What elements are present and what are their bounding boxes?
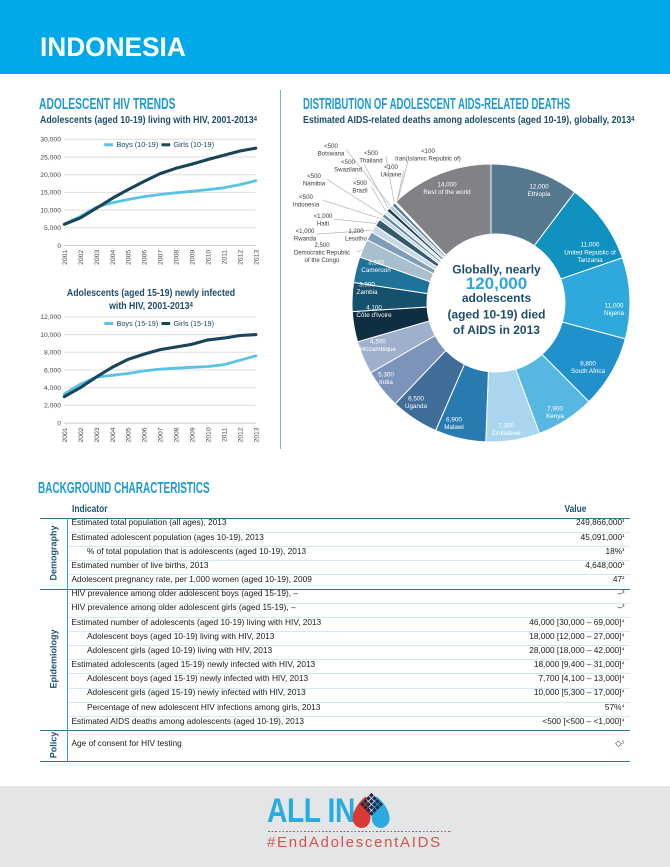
svg-text:2006: 2006 <box>142 427 149 442</box>
svg-text:2013: 2013 <box>253 250 260 265</box>
svg-text:2010: 2010 <box>206 427 213 442</box>
svg-text:5,000: 5,000 <box>44 225 61 232</box>
svg-text:2005: 2005 <box>126 250 133 265</box>
svg-text:2008: 2008 <box>174 250 181 265</box>
svg-text:8,000: 8,000 <box>44 350 61 357</box>
svg-text:2001: 2001 <box>62 250 69 265</box>
svg-text:2003: 2003 <box>94 250 101 265</box>
svg-text:Girls (10-19): Girls (10-19) <box>174 140 215 149</box>
svg-text:4,000: 4,000 <box>44 385 61 392</box>
svg-text:2004: 2004 <box>110 250 117 265</box>
svg-text:2006: 2006 <box>142 250 149 265</box>
svg-text:Boys (10-19): Boys (10-19) <box>117 140 159 149</box>
svg-text:2007: 2007 <box>158 427 165 442</box>
svg-text:2009: 2009 <box>190 427 197 442</box>
svg-text:2,000: 2,000 <box>44 403 61 410</box>
svg-text:25,000: 25,000 <box>40 154 61 161</box>
svg-text:2011: 2011 <box>222 427 229 442</box>
svg-text:20,000: 20,000 <box>40 172 61 179</box>
svg-text:2005: 2005 <box>126 427 133 442</box>
svg-text:30,000: 30,000 <box>40 137 61 144</box>
svg-text:10,000: 10,000 <box>40 332 61 339</box>
svg-text:2010: 2010 <box>206 250 213 265</box>
svg-text:120,000: 120,000 <box>466 274 527 293</box>
svg-text:2008: 2008 <box>174 427 181 442</box>
svg-text:2001: 2001 <box>62 427 69 442</box>
svg-text:2013: 2013 <box>253 427 260 442</box>
svg-text:2012: 2012 <box>238 427 245 442</box>
svg-text:2002: 2002 <box>78 427 85 442</box>
svg-text:Globally, nearly: Globally, nearly <box>452 263 541 277</box>
svg-text:of AIDS in 2013: of AIDS in 2013 <box>453 323 540 337</box>
svg-text:2003: 2003 <box>94 427 101 442</box>
svg-text:0: 0 <box>57 420 61 427</box>
svg-text:2004: 2004 <box>110 427 117 442</box>
svg-text:Boys (15-19): Boys (15-19) <box>117 319 159 328</box>
svg-text:(aged 10-19) died: (aged 10-19) died <box>447 308 545 322</box>
svg-text:12,000: 12,000 <box>40 314 61 321</box>
svg-text:2009: 2009 <box>190 250 197 265</box>
svg-text:15,000: 15,000 <box>40 190 61 197</box>
svg-text:6,000: 6,000 <box>44 367 61 374</box>
svg-text:Girls (15-19): Girls (15-19) <box>174 319 215 328</box>
svg-text:2002: 2002 <box>78 250 85 265</box>
svg-text:2007: 2007 <box>158 250 165 265</box>
svg-text:2012: 2012 <box>238 250 245 265</box>
svg-text:0: 0 <box>57 243 61 250</box>
svg-text:adolescents: adolescents <box>462 291 532 305</box>
svg-text:2011: 2011 <box>222 250 229 265</box>
svg-text:10,000: 10,000 <box>40 207 61 214</box>
